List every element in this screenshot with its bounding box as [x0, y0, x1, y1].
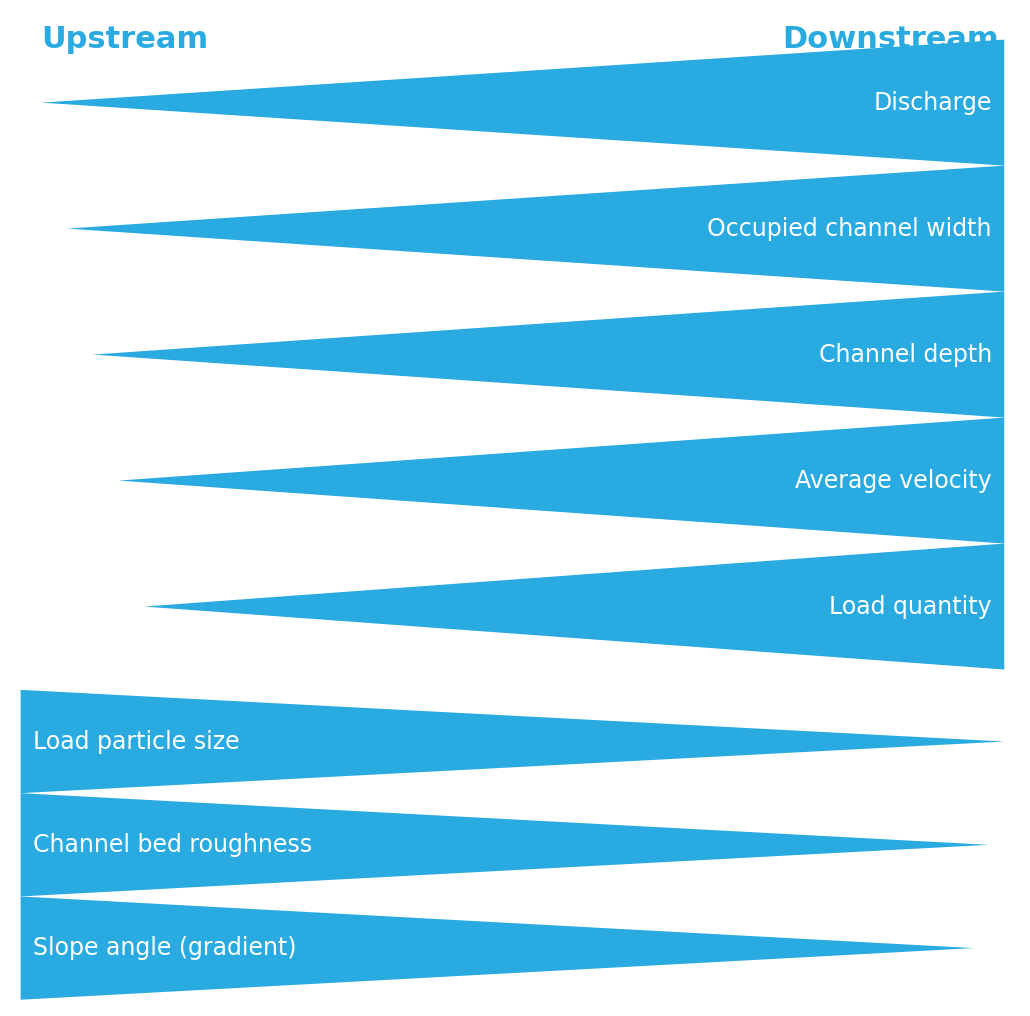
Text: Channel bed roughness: Channel bed roughness [33, 833, 312, 856]
Polygon shape [144, 544, 1004, 670]
Text: Slope angle (gradient): Slope angle (gradient) [33, 936, 297, 960]
Text: Upstream: Upstream [41, 25, 208, 55]
Polygon shape [21, 896, 973, 1000]
Polygon shape [41, 40, 1004, 166]
Text: Discharge: Discharge [873, 90, 992, 115]
Text: Load quantity: Load quantity [829, 594, 992, 619]
Polygon shape [21, 793, 989, 896]
Text: Channel depth: Channel depth [819, 342, 992, 367]
Text: Downstream: Downstream [783, 25, 999, 55]
Polygon shape [93, 292, 1004, 418]
Polygon shape [118, 418, 1004, 544]
Text: Occupied channel width: Occupied channel width [708, 216, 992, 241]
Polygon shape [21, 690, 1004, 793]
Polygon shape [67, 166, 1004, 292]
Text: Average velocity: Average velocity [795, 468, 992, 493]
Text: Load particle size: Load particle size [33, 729, 240, 754]
